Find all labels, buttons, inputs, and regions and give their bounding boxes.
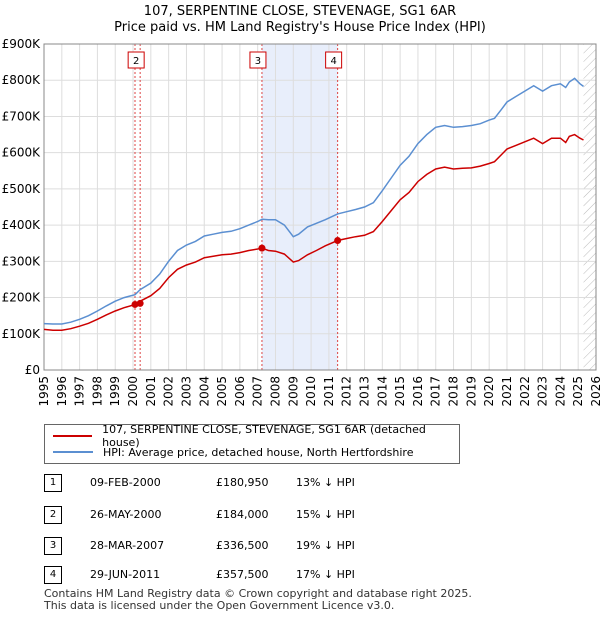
transaction-price: £184,000: [216, 508, 269, 521]
transaction-label: 4: [330, 56, 336, 67]
transaction-price: £180,950: [216, 476, 269, 489]
footer-line-2: This data is licensed under the Open Gov…: [44, 599, 395, 612]
y-tick-label: £400K: [2, 218, 42, 232]
transaction-date: 28-MAR-2007: [90, 539, 165, 552]
x-tick-label: 2025: [571, 376, 585, 407]
y-tick-label: £600K: [2, 146, 42, 160]
x-tick-label: 2014: [375, 376, 389, 407]
x-tick-label: 2024: [553, 376, 567, 407]
x-tick-label: 2023: [536, 376, 550, 407]
x-tick-label: 2020: [482, 376, 496, 407]
future-hatch: [583, 44, 596, 370]
shaded-range: [261, 44, 338, 370]
table-row: 4 29-JUN-2011 £357,500 17% ↓ HPI: [44, 566, 444, 586]
x-tick-label: 2006: [233, 376, 247, 407]
legend-entry-hpi: HPI: Average price, detached house, Nort…: [53, 444, 413, 460]
transaction-hpi: 15% ↓ HPI: [296, 508, 355, 521]
transaction-date: 09-FEB-2000: [90, 476, 161, 489]
transaction-price: £336,500: [216, 539, 269, 552]
x-tick-label: 2005: [215, 376, 229, 407]
table-row: 2 26-MAY-2000 £184,000 15% ↓ HPI: [44, 506, 444, 526]
transaction-point: [334, 237, 342, 245]
y-tick-label: £100K: [2, 327, 42, 341]
x-tick-label: 2022: [518, 376, 532, 407]
x-tick-label: 2011: [322, 376, 336, 407]
transaction-number: 2: [44, 506, 62, 524]
x-tick-label: 2007: [251, 376, 265, 407]
transaction-number: 3: [44, 537, 62, 555]
y-tick-label: £900K: [2, 37, 42, 51]
chart-title-line2: Price paid vs. HM Land Registry's House …: [114, 20, 486, 35]
y-tick-label: £700K: [2, 109, 42, 123]
footer-attribution: Contains HM Land Registry data © Crown c…: [44, 588, 472, 612]
x-tick-label: 2016: [411, 376, 425, 407]
x-tick-label: 2021: [500, 376, 514, 407]
transaction-label-box: [249, 51, 267, 69]
y-tick-label: £300K: [2, 254, 42, 268]
transaction-point: [136, 299, 144, 307]
x-tick-label: 1999: [108, 376, 122, 407]
footer-line-1: Contains HM Land Registry data © Crown c…: [44, 587, 472, 600]
plot-frame: [43, 43, 597, 371]
price-chart: 2 3 4 £0 £100K £200K £300K £400K £500K £600K £700K…: [2, 37, 600, 407]
x-tick-label: 2019: [464, 376, 478, 407]
x-tick-label: 2008: [268, 376, 282, 407]
chart-title-line1: 107, SERPENTINE CLOSE, STEVENAGE, SG1 6A…: [143, 4, 457, 19]
transaction-price: £357,500: [216, 568, 269, 581]
legend-label-hpi: HPI: Average price, detached house, Nort…: [103, 445, 414, 459]
x-tick-label: 2002: [162, 376, 176, 407]
x-tick-label: 2018: [447, 376, 461, 407]
x-tick-label: 2009: [286, 376, 300, 407]
x-tick-label: 2010: [304, 376, 318, 407]
series-line-hpi: [43, 77, 584, 325]
table-row: 3 28-MAR-2007 £336,500 19% ↓ HPI: [44, 537, 444, 557]
transaction-label: 2: [133, 56, 139, 67]
transaction-label-box: [127, 51, 145, 69]
transaction-point: [258, 244, 266, 252]
transaction-hpi: 19% ↓ HPI: [296, 539, 355, 552]
x-tick-label: 1996: [55, 376, 69, 407]
transaction-label: 3: [255, 56, 261, 67]
legend-swatch-property: [53, 435, 93, 437]
transaction-hpi: 17% ↓ HPI: [296, 568, 355, 581]
x-tick-label: 2017: [429, 376, 443, 407]
y-tick-label: £800K: [2, 73, 42, 87]
transaction-date: 29-JUN-2011: [90, 568, 161, 581]
x-tick-label: 2013: [358, 376, 372, 407]
legend: 107, SERPENTINE CLOSE, STEVENAGE, SG1 6A…: [44, 423, 460, 464]
transaction-number: 1: [44, 474, 62, 492]
transaction-date: 26-MAY-2000: [90, 508, 162, 521]
x-tick-label: 2001: [144, 376, 158, 407]
transaction-number: 4: [44, 566, 62, 584]
x-tick-label: 1997: [73, 376, 87, 407]
legend-swatch-hpi: [53, 451, 93, 453]
table-row: 1 09-FEB-2000 £180,950 13% ↓ HPI: [44, 474, 444, 494]
x-tick-label: 2015: [393, 376, 407, 407]
y-tick-label: £500K: [2, 182, 42, 196]
x-tick-label: 2000: [126, 376, 140, 407]
x-tick-label: 1998: [90, 376, 104, 407]
legend-label-property: 107, SERPENTINE CLOSE, STEVENAGE, SG1 6A…: [102, 423, 426, 449]
x-tick-label: 2012: [340, 376, 354, 407]
x-tick-label: 2003: [179, 376, 193, 407]
x-tick-label: 1995: [37, 376, 51, 407]
x-tick-label: 2026: [589, 376, 600, 407]
y-tick-label: £0: [25, 363, 40, 377]
x-tick-label: 2004: [197, 376, 211, 407]
legend-entry-property: 107, SERPENTINE CLOSE, STEVENAGE, SG1 6A…: [53, 423, 459, 449]
y-tick-label: £200K: [2, 291, 42, 305]
transaction-hpi: 13% ↓ HPI: [296, 476, 355, 489]
transaction-label-box: [325, 51, 343, 69]
